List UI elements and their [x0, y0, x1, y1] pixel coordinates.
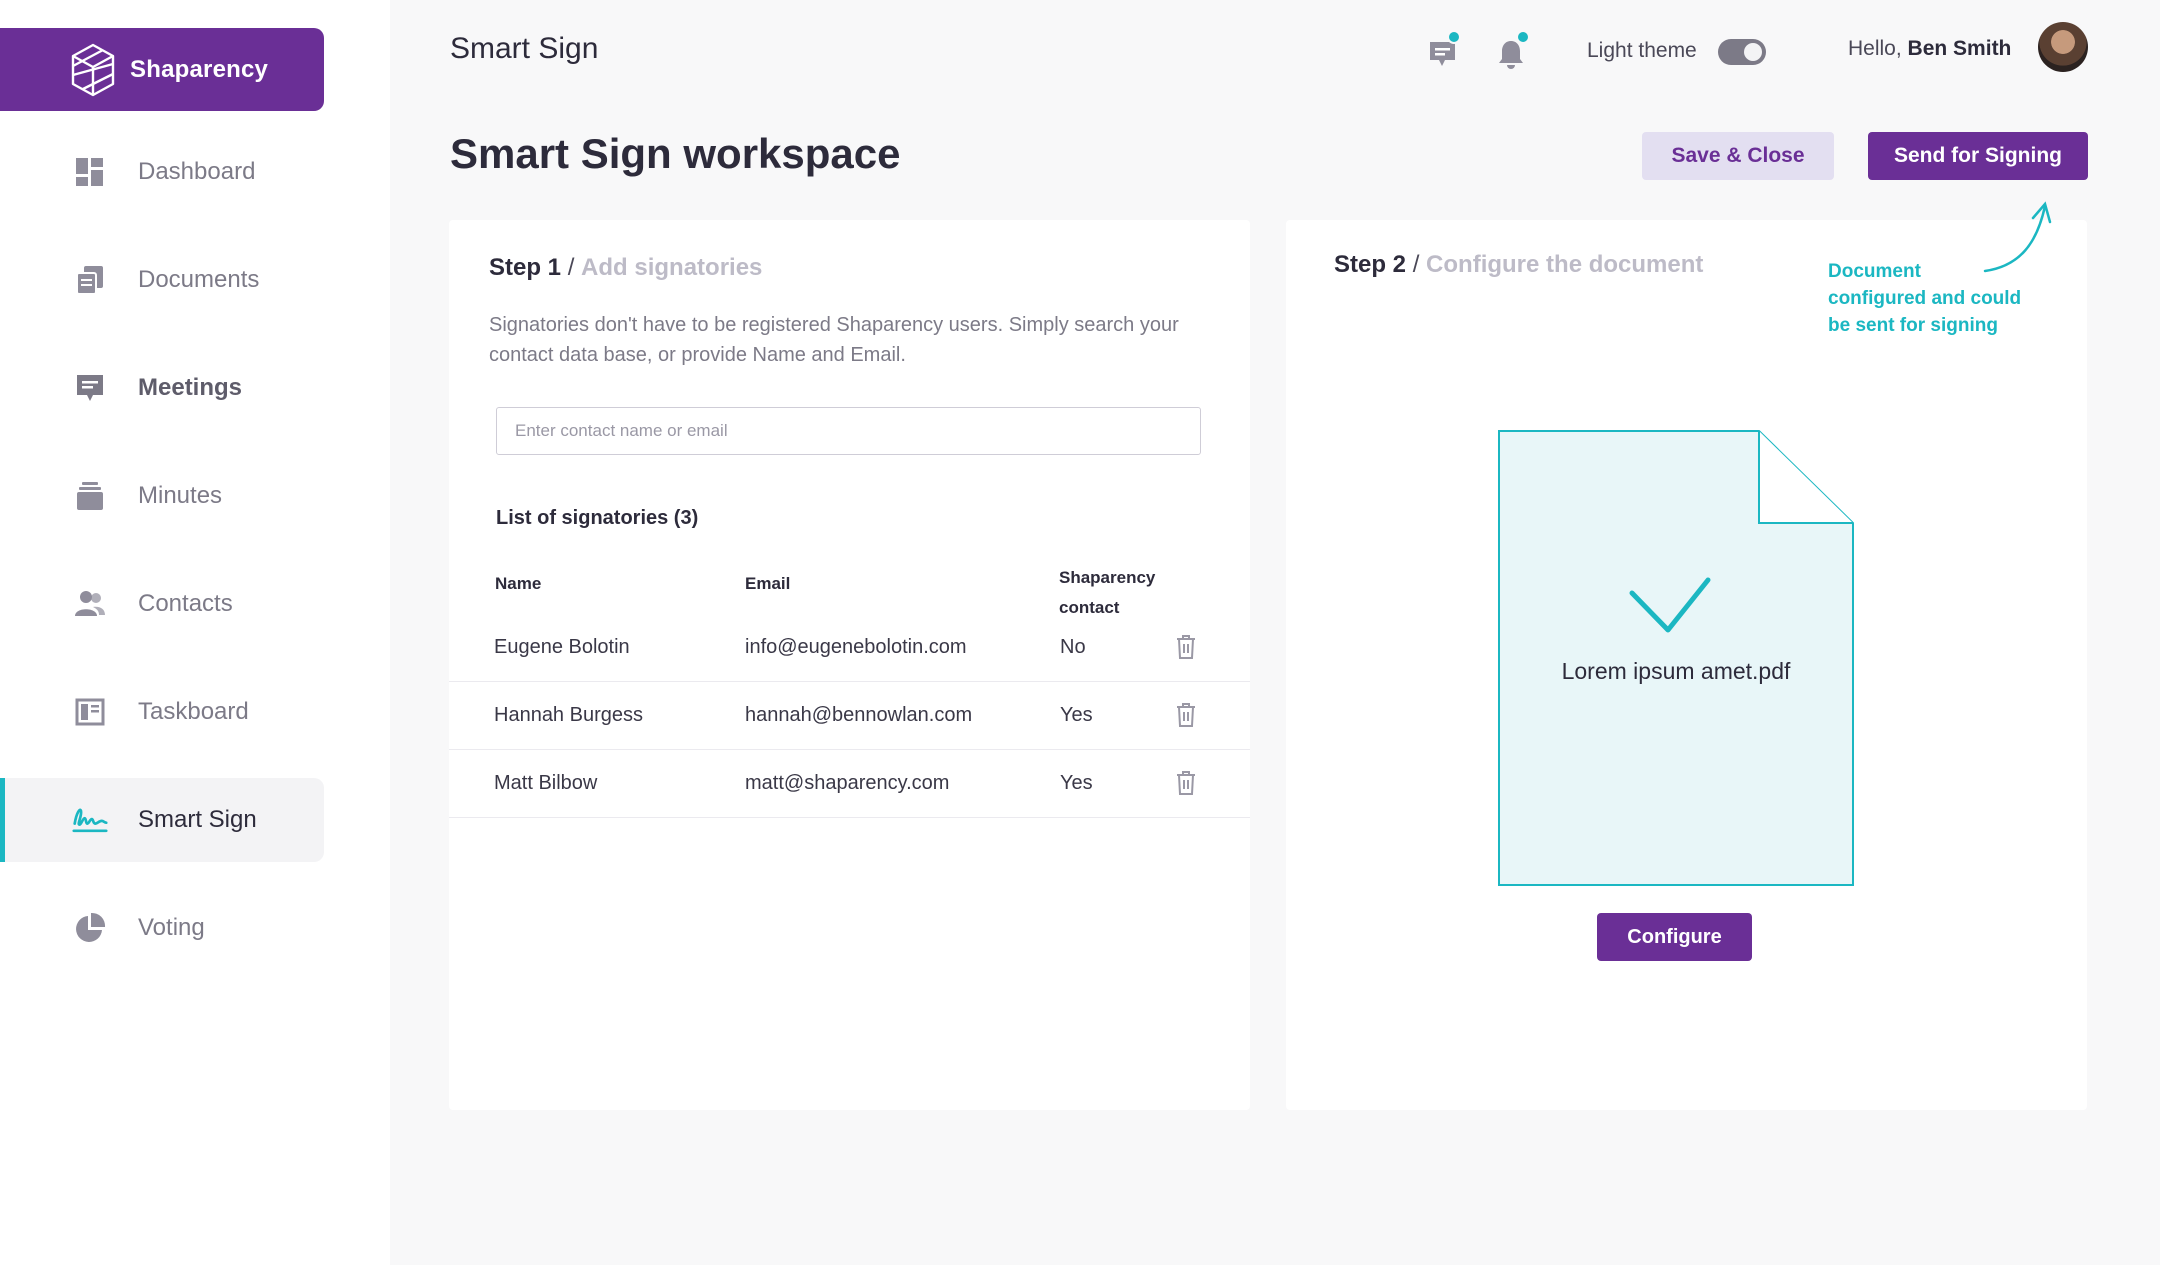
signatory-name: Hannah Burgess: [494, 704, 643, 726]
delete-icon[interactable]: [1175, 770, 1197, 796]
sidebar-item-label: Taskboard: [138, 698, 249, 725]
step1-heading: Step 1 / Add signatories: [489, 254, 762, 282]
brand-name: Shaparency: [130, 55, 269, 83]
signatory-email: matt@shaparency.com: [745, 772, 950, 794]
table-row: Matt Bilbow matt@shaparency.com Yes: [449, 750, 1250, 818]
signatory-email: info@eugenebolotin.com: [745, 636, 967, 658]
contacts-icon: [72, 586, 108, 622]
user-name: Ben Smith: [1907, 37, 2012, 60]
delete-icon[interactable]: [1175, 634, 1197, 660]
notifications-button[interactable]: [1496, 30, 1536, 74]
save-close-button[interactable]: Save & Close: [1642, 132, 1834, 180]
sidebar-item-documents[interactable]: Documents: [0, 238, 324, 322]
sidebar-item-label: Contacts: [138, 590, 233, 617]
table-row: Eugene Bolotin info@eugenebolotin.com No: [449, 614, 1250, 682]
step2-card: Step 2 / Configure the document Document…: [1286, 220, 2087, 1110]
step-separator: /: [1412, 251, 1420, 278]
toggle-knob: [1744, 43, 1762, 61]
note-line: configured and could: [1828, 288, 2022, 309]
brand-logo[interactable]: Shaparency: [0, 28, 324, 111]
header-title: Smart Sign: [450, 32, 599, 65]
sidebar-item-label: Minutes: [138, 482, 223, 509]
theme-toggle[interactable]: [1718, 39, 1766, 65]
step-separator: /: [567, 254, 575, 281]
step1-subtitle: Add signatories: [581, 254, 763, 281]
contact-search-input[interactable]: [496, 407, 1201, 455]
column-header-contact: Shaparency contact: [1059, 563, 1155, 623]
sidebar-item-label: Dashboard: [138, 158, 256, 185]
table-row: Hannah Burgess hannah@bennowlan.com Yes: [449, 682, 1250, 750]
step1-label: Step 1: [489, 254, 562, 281]
signature-icon: [72, 802, 108, 838]
signatory-shaparency-contact: Yes: [1060, 772, 1093, 794]
sidebar-item-voting[interactable]: Voting: [0, 886, 324, 970]
signatory-name: Matt Bilbow: [494, 772, 598, 794]
page-title: Smart Sign workspace: [450, 130, 901, 177]
sidebar-item-contacts[interactable]: Contacts: [0, 562, 324, 646]
curved-arrow-icon: [1983, 201, 2052, 273]
avatar[interactable]: [2038, 22, 2088, 72]
notification-dot: [1516, 30, 1530, 44]
minutes-icon: [72, 478, 108, 514]
step1-description: Signatories don't have to be registered …: [489, 314, 1179, 366]
sidebar: Shaparency Dashboard Documents Meetings …: [0, 0, 390, 1265]
document-preview[interactable]: [1498, 430, 1854, 886]
greeting-prefix: Hello,: [1848, 37, 1902, 60]
signatory-shaparency-contact: Yes: [1060, 704, 1093, 726]
column-header-contact-line2: contact: [1059, 598, 1120, 617]
configure-button[interactable]: Configure: [1597, 913, 1752, 961]
taskboard-icon: [72, 694, 108, 730]
sidebar-item-taskboard[interactable]: Taskboard: [0, 670, 324, 754]
configured-note: Document configured and could be sent fo…: [1828, 258, 2021, 339]
signatories-list-title: List of signatories (3): [496, 507, 699, 529]
signatory-shaparency-contact: No: [1060, 636, 1086, 658]
sidebar-item-meetings[interactable]: Meetings: [0, 346, 324, 430]
shaparency-logo-icon: [71, 43, 115, 96]
sidebar-item-label: Documents: [138, 266, 260, 293]
step2-subtitle: Configure the document: [1426, 251, 1704, 278]
checkmark-icon: [1629, 577, 1711, 633]
sidebar-item-label: Meetings: [138, 374, 243, 401]
sidebar-item-label: Smart Sign: [138, 806, 257, 833]
pie-chart-icon: [72, 910, 108, 946]
signatory-email: hannah@bennowlan.com: [745, 704, 973, 726]
documents-icon: [72, 262, 108, 298]
bell-icon: [1499, 41, 1523, 69]
note-line: Document: [1828, 261, 1921, 282]
chat-notification-dot: [1447, 30, 1461, 44]
dashboard-icon: [72, 154, 108, 190]
signatory-name: Eugene Bolotin: [494, 636, 630, 658]
step1-card: Step 1 / Add signatories Signatories don…: [449, 220, 1250, 1110]
note-line: be sent for signing: [1828, 315, 1998, 336]
theme-label: Light theme: [1587, 39, 1697, 62]
step2-heading: Step 2 / Configure the document: [1334, 251, 1703, 279]
column-header-name: Name: [495, 574, 542, 593]
document-file-name: Lorem ipsum amet.pdf: [1561, 658, 1791, 684]
user-greeting: Hello, Ben Smith: [1848, 37, 2011, 61]
delete-icon[interactable]: [1175, 702, 1197, 728]
step2-label: Step 2: [1334, 251, 1407, 278]
meetings-icon: [72, 370, 108, 406]
sidebar-item-minutes[interactable]: Minutes: [0, 454, 324, 538]
column-header-email: Email: [745, 574, 791, 593]
chat-icon: [1430, 42, 1455, 66]
sidebar-item-dashboard[interactable]: Dashboard: [0, 130, 324, 214]
send-for-signing-button[interactable]: Send for Signing: [1868, 132, 2088, 180]
sidebar-nav: Dashboard Documents Meetings Minutes Con…: [0, 130, 324, 994]
column-header-contact-line1: Shaparency: [1059, 568, 1156, 587]
sidebar-item-smart-sign[interactable]: Smart Sign: [0, 778, 324, 862]
sidebar-item-label: Voting: [138, 914, 205, 941]
chat-button[interactable]: [1425, 30, 1465, 74]
